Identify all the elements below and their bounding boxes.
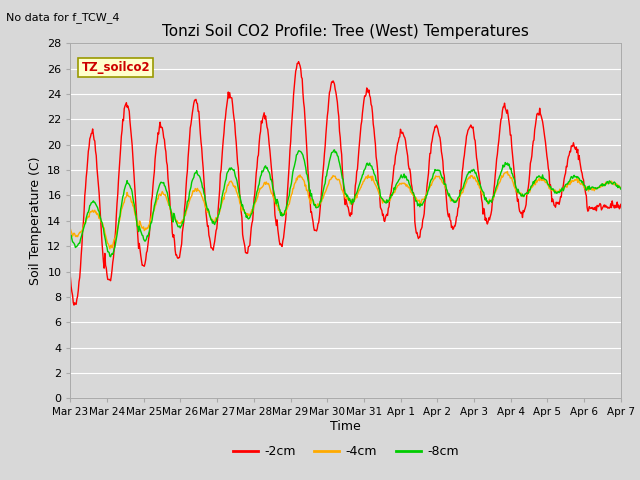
Y-axis label: Soil Temperature (C): Soil Temperature (C): [29, 156, 42, 285]
Legend: -2cm, -4cm, -8cm: -2cm, -4cm, -8cm: [228, 440, 463, 463]
Text: No data for f_TCW_4: No data for f_TCW_4: [6, 12, 120, 23]
Title: Tonzi Soil CO2 Profile: Tree (West) Temperatures: Tonzi Soil CO2 Profile: Tree (West) Temp…: [162, 24, 529, 39]
X-axis label: Time: Time: [330, 420, 361, 433]
Text: TZ_soilco2: TZ_soilco2: [81, 61, 150, 74]
